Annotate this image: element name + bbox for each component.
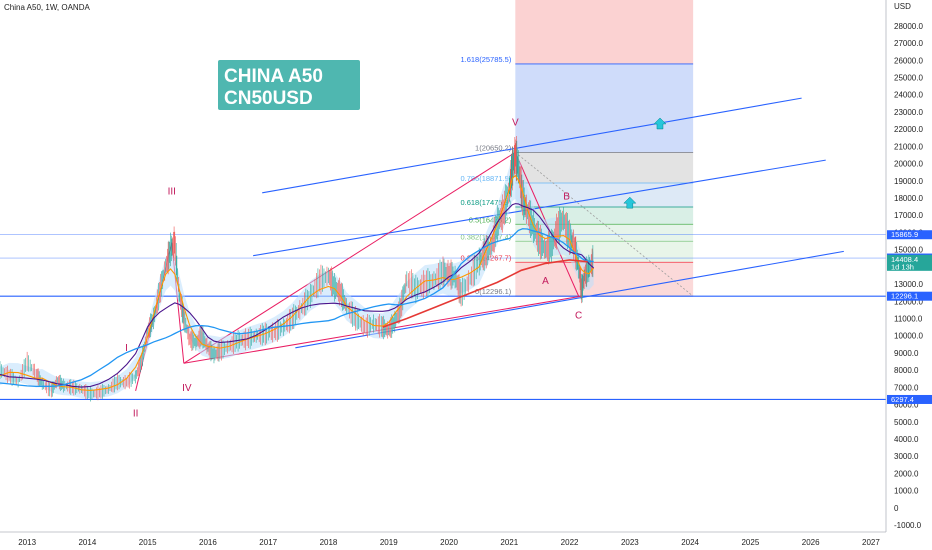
bollinger-band (0, 152, 594, 399)
x-tick-label: 2018 (320, 538, 338, 547)
price-tag-label: 14408.4 (891, 255, 918, 264)
x-tick-label: 2024 (681, 538, 699, 547)
wave-label: A (542, 276, 549, 287)
price-tag (887, 230, 932, 240)
trendline-layer (0, 97, 886, 401)
price-tag (887, 291, 932, 301)
fib-level-label: 0.786(18871.9) (460, 174, 511, 183)
wave-label: I (125, 343, 128, 354)
y-tick-label: 2000.0 (894, 469, 919, 478)
y-tick-label: 20000.0 (894, 160, 923, 169)
banner-line-1: CHINA A50 (224, 66, 323, 87)
y-tick-label: 4000.0 (894, 435, 919, 444)
up-arrow-icon (653, 117, 667, 130)
price-tag-countdown: 1d 13h (891, 262, 914, 271)
x-tick-label: 2016 (199, 538, 217, 547)
x-tick-label: 2014 (78, 538, 96, 547)
fib-zone (515, 63, 694, 153)
ma-mid-line (0, 203, 595, 388)
y-tick-label: 9000.0 (894, 349, 919, 358)
wave-label: B (563, 192, 570, 203)
ma-long-line (382, 259, 588, 328)
y-tick-label: 17000.0 (894, 211, 923, 220)
wave-wedge-upper (183, 151, 516, 364)
x-tick-label: 2026 (802, 538, 820, 547)
y-tick-label: 10000.0 (894, 332, 923, 341)
ma-fast-line (0, 174, 595, 392)
fib-level-label: 1(20650.2) (475, 143, 512, 152)
y-tick-label: 19000.0 (894, 177, 923, 186)
y-tick-label: 0 (894, 504, 899, 513)
y-tick-label: 18000.0 (894, 194, 923, 203)
wave-label: V (512, 118, 519, 129)
wave-label: II (133, 409, 139, 420)
x-tick-label: 2025 (741, 538, 759, 547)
fib-level-label: 0(12296.1) (475, 287, 512, 296)
x-tick-label: 2027 (862, 538, 880, 547)
x-tick-label: 2020 (440, 538, 458, 547)
y-tick-label: 13000.0 (894, 280, 923, 289)
fib-level-label: 0.5(16473.2) (469, 215, 512, 224)
y-tick-label: 22000.0 (894, 125, 923, 134)
x-tick-label: 2023 (621, 538, 639, 547)
y-tick-label: 26000.0 (894, 56, 923, 65)
x-tick-label: 2015 (139, 538, 157, 547)
banner-line-2: CN50USD (224, 88, 313, 109)
price-tag (887, 254, 932, 271)
up-arrow-icon (623, 196, 637, 209)
price-layer (0, 117, 667, 402)
y-tick-label: 11000.0 (894, 315, 923, 324)
y-tick-label: -1000.0 (894, 521, 922, 530)
x-tick-label: 2021 (500, 538, 518, 547)
y-tick-label: 24000.0 (894, 91, 923, 100)
ma-slow-line (0, 228, 594, 387)
price-tag-label: 15865.9 (891, 230, 918, 239)
fib-zone-top (515, 0, 694, 64)
y-tick-label: 8000.0 (894, 366, 919, 375)
x-tick-label: 2013 (18, 538, 36, 547)
price-axis-bg (886, 0, 932, 550)
wave-label: III (168, 187, 176, 198)
y-tick-label: 27000.0 (894, 39, 923, 48)
y-tick-label: 3000.0 (894, 452, 919, 461)
x-tick-label: 2017 (259, 538, 277, 547)
y-tick-label: 7000.0 (894, 383, 919, 392)
x-tick-label: 2019 (380, 538, 398, 547)
fib-zone (515, 152, 694, 183)
y-tick-label: 23000.0 (894, 108, 923, 117)
y-tick-label: 25000.0 (894, 73, 923, 82)
currency-label: USD (894, 2, 911, 11)
x-tick-label: 2022 (561, 538, 579, 547)
y-tick-label: 12000.0 (894, 297, 923, 306)
price-tag (887, 394, 932, 404)
y-tick-label: 6000.0 (894, 401, 919, 410)
channel-trendline (262, 97, 802, 194)
fib-level-label: 0.618(17475.9) (460, 198, 511, 207)
wave-label: C (575, 311, 582, 322)
y-tick-label: 21000.0 (894, 142, 923, 151)
price-tag-label: 6297.4 (891, 395, 914, 404)
fib-zone (515, 262, 694, 297)
symbol-banner: CHINA A50 CN50USD (218, 60, 360, 110)
wave-label: IV (182, 383, 192, 394)
time-axis-bg (0, 532, 886, 550)
price-tag-label: 12296.1 (891, 292, 918, 301)
y-tick-label: 5000.0 (894, 418, 919, 427)
y-tick-label: 15000.0 (894, 246, 923, 255)
chart-title: China A50, 1W, OANDA (4, 3, 90, 12)
fib-level-label: 1.618(25785.5) (460, 55, 511, 64)
y-tick-label: 1000.0 (894, 487, 919, 496)
y-tick-label: 28000.0 (894, 22, 923, 31)
